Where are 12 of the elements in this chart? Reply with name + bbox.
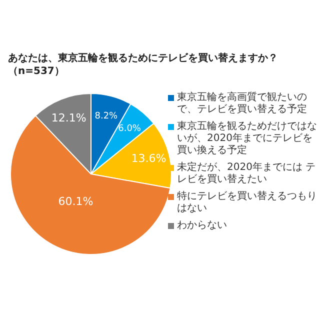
data-label: 6.0%	[118, 124, 142, 134]
legend-label: 特にテレビを買い替えるつもりはない	[177, 191, 318, 215]
data-label: 13.6%	[131, 152, 166, 166]
chart-subtitle: （n=537）	[8, 65, 66, 78]
data-label: 12.1%	[51, 112, 86, 125]
legend-label: 東京五輪を観るためだけではないが、2020年までにテレビを買い換える予定	[177, 121, 318, 157]
chart-title: あなたは、東京五輪を観るためにテレビを買い替えますか？	[8, 52, 279, 65]
data-label: 8.2%	[94, 112, 118, 122]
data-label: 60.1%	[58, 195, 94, 208]
legend-label: 東京五輪を高画質で観たいので、テレビを買い替える予定	[177, 92, 308, 116]
legend-label: 未定だが、2020年までには テレビを買い替えたい	[177, 162, 317, 186]
legend-label: わからない	[177, 220, 227, 232]
